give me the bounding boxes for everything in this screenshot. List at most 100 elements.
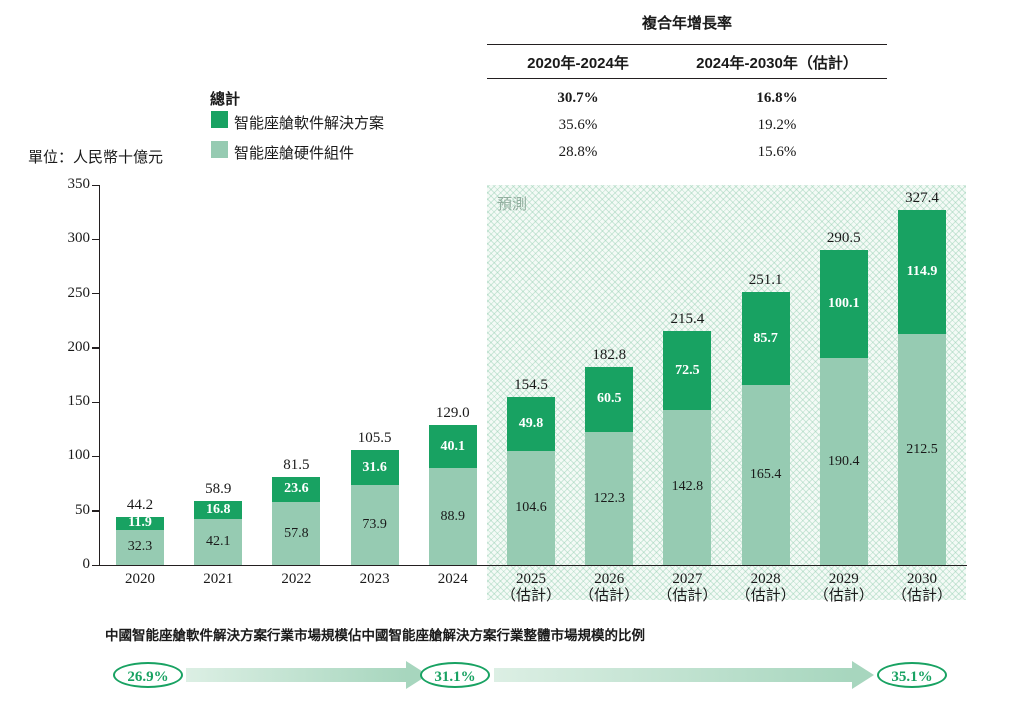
ratio-oval: 35.1% bbox=[877, 662, 947, 688]
segment-hardware-label: 165.4 bbox=[749, 467, 782, 483]
cagr-value: 35.6% bbox=[558, 117, 598, 133]
y-tick-label: 200 bbox=[67, 338, 91, 355]
segment-hardware-label: 88.9 bbox=[440, 508, 466, 524]
legend-hardware-label: 智能座艙硬件組件 bbox=[234, 145, 355, 162]
bar-total-label: 129.0 bbox=[435, 404, 470, 421]
segment-hardware-label: 42.1 bbox=[205, 534, 231, 550]
segment-software-label: 100.1 bbox=[828, 295, 860, 311]
segment-hardware bbox=[585, 432, 634, 565]
x-tick-label: 2029 （估計） bbox=[813, 571, 874, 605]
segment-hardware-label: 32.3 bbox=[127, 539, 153, 555]
segment-software-label: 60.5 bbox=[596, 391, 622, 407]
cagr-value: 16.8% bbox=[756, 90, 798, 106]
cagr-value: 19.2% bbox=[757, 117, 797, 133]
segment-software bbox=[898, 209, 946, 335]
unit-label: 單位：人民幣十億元 bbox=[28, 149, 164, 166]
y-tick-mark bbox=[92, 564, 99, 566]
segment-hardware bbox=[272, 502, 321, 565]
arrow-head-icon bbox=[406, 661, 428, 689]
segment-hardware-label: 104.6 bbox=[515, 500, 547, 516]
segment-software-label: 85.7 bbox=[753, 330, 778, 346]
forecast-label: 預測 bbox=[497, 196, 528, 213]
bar-total-label: 215.4 bbox=[670, 311, 705, 328]
segment-hardware bbox=[741, 385, 790, 565]
x-tick-label: 2023 bbox=[359, 571, 390, 587]
cagr-col2-header: 2024年-2030年（估計） bbox=[696, 55, 858, 72]
segment-software bbox=[585, 366, 634, 433]
segment-hardware-label: 212.5 bbox=[906, 441, 938, 457]
segment-hardware-label: 190.4 bbox=[828, 453, 860, 469]
segment-hardware bbox=[898, 334, 946, 565]
x-tick-label: 2028 （估計） bbox=[735, 571, 796, 605]
segment-software-label: 16.8 bbox=[205, 502, 231, 518]
x-tick-label: 2027 （估計） bbox=[657, 571, 718, 605]
segment-hardware-label: 142.8 bbox=[671, 479, 704, 495]
segment-software-label: 11.9 bbox=[128, 515, 152, 531]
bar-total-label: 105.5 bbox=[357, 430, 392, 447]
cagr-value: 30.7% bbox=[557, 90, 599, 106]
y-tick-mark bbox=[92, 293, 99, 295]
bar-total-label: 182.8 bbox=[592, 346, 627, 363]
segment-hardware-label: 73.9 bbox=[362, 516, 387, 532]
y-axis-line bbox=[98, 185, 100, 566]
x-tick-label: 2026 （估計） bbox=[579, 571, 640, 605]
bar-total-label: 327.4 bbox=[905, 189, 939, 206]
segment-software bbox=[819, 249, 868, 359]
bar-total-label: 251.1 bbox=[748, 272, 783, 289]
x-axis-line bbox=[98, 564, 967, 566]
segment-hardware bbox=[428, 468, 477, 565]
y-tick-mark bbox=[92, 238, 99, 241]
bar-total-label: 81.5 bbox=[283, 456, 310, 473]
y-tick-label: 250 bbox=[67, 284, 91, 301]
segment-software bbox=[116, 517, 164, 530]
segment-software bbox=[741, 292, 790, 386]
segment-software-label: 114.9 bbox=[906, 263, 938, 279]
cagr-value: 15.6% bbox=[757, 144, 797, 160]
cagr-rule-top bbox=[487, 44, 887, 45]
legend-software-swatch bbox=[211, 111, 228, 128]
segment-software-label: 72.5 bbox=[675, 362, 700, 378]
x-tick-label: 2030 （估計） bbox=[891, 571, 952, 605]
y-tick-mark bbox=[92, 455, 99, 458]
x-tick-label: 2022 bbox=[281, 571, 312, 587]
arrow-band-segment bbox=[186, 668, 406, 682]
legend-hardware-swatch bbox=[211, 141, 228, 158]
ratio-oval: 26.9% bbox=[113, 662, 183, 688]
y-tick-mark bbox=[92, 510, 99, 512]
segment-software bbox=[350, 450, 399, 485]
arrow-band-segment bbox=[494, 668, 852, 682]
segment-software bbox=[194, 501, 243, 520]
y-tick-label: 150 bbox=[67, 393, 91, 410]
x-tick-label: 2020 bbox=[125, 571, 155, 587]
cagr-col1-header: 2020年-2024年 bbox=[527, 55, 629, 72]
cagr-value: 28.8% bbox=[558, 144, 598, 160]
y-tick-label: 50 bbox=[75, 501, 90, 518]
segment-software bbox=[507, 397, 555, 452]
arrow-head-icon bbox=[852, 661, 874, 689]
segment-software bbox=[428, 424, 477, 469]
x-tick-label: 2024 bbox=[437, 571, 468, 587]
segment-software-label: 23.6 bbox=[284, 481, 309, 497]
legend-total-label: 總計 bbox=[210, 91, 241, 108]
x-tick-label: 2025 （估計） bbox=[500, 571, 561, 605]
y-tick-label: 0 bbox=[82, 556, 91, 572]
segment-software-label: 49.8 bbox=[518, 416, 544, 432]
x-tick-label: 2021 bbox=[203, 571, 234, 587]
segment-hardware bbox=[350, 484, 399, 565]
segment-software bbox=[663, 331, 712, 410]
y-tick-label: 100 bbox=[67, 447, 91, 464]
y-tick-mark bbox=[92, 347, 99, 349]
cagr-table-title: 複合年增長率 bbox=[641, 15, 732, 32]
bar-total-label: 290.5 bbox=[826, 229, 861, 246]
bar-total-label: 44.2 bbox=[126, 497, 154, 513]
footer-caption: 中國智能座艙軟件解決方案行業市場規模佔中國智能座艙解決方案行業整體市場規模的比例 bbox=[105, 628, 645, 643]
segment-software bbox=[272, 476, 321, 503]
segment-hardware bbox=[507, 451, 555, 565]
bar-total-label: 58.9 bbox=[205, 481, 232, 498]
segment-hardware-label: 122.3 bbox=[593, 490, 625, 506]
segment-hardware bbox=[194, 519, 243, 565]
y-tick-label: 300 bbox=[67, 230, 91, 247]
segment-software-label: 40.1 bbox=[440, 438, 466, 454]
segment-software-label: 31.6 bbox=[362, 459, 387, 475]
